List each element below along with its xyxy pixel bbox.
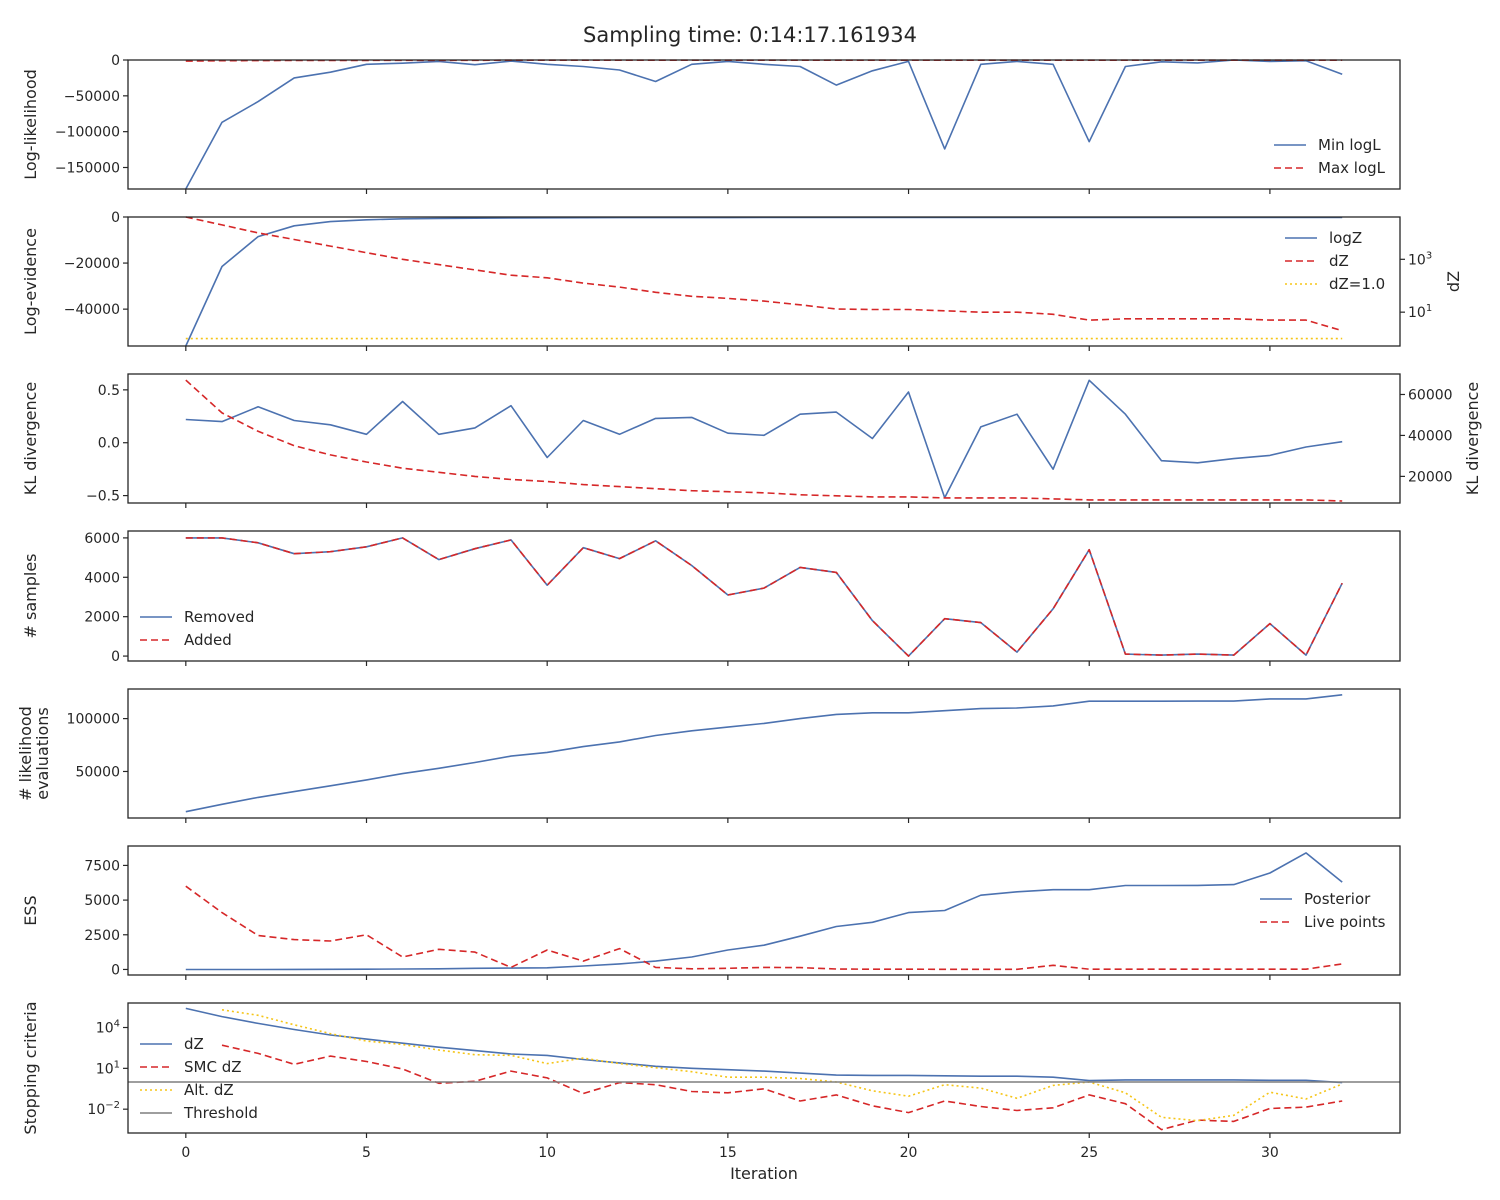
legend-label: dZ <box>184 1035 204 1053</box>
y-tick-label: 6000 <box>84 531 120 547</box>
y-tick-label: −20000 <box>64 256 120 272</box>
x-tick-label: 25 <box>1080 1145 1098 1161</box>
y-axis-label: Stopping criteria <box>21 1001 40 1134</box>
y-tick-label: −0.5 <box>86 489 120 505</box>
legend-label: SMC dZ <box>184 1058 242 1076</box>
right-y-tick-label: 60000 <box>1408 387 1453 403</box>
series-line-posterior <box>185 852 1343 971</box>
legend-label: Added <box>184 631 232 649</box>
y-axis-label: KL divergence <box>21 382 40 495</box>
y-tick-label: 5000 <box>84 893 120 909</box>
series-line-live-points <box>185 885 1343 971</box>
series-line-removed <box>185 537 1343 657</box>
series-line-min-logl <box>185 59 1343 190</box>
y-axis-label: # likelihood <box>16 706 35 801</box>
y-tick-label: 104 <box>96 1019 120 1037</box>
right-y-tick-label: 103 <box>1408 250 1432 268</box>
y-axis-label: # samples <box>21 554 40 639</box>
legend-label: Live points <box>1304 913 1386 931</box>
x-tick-label: 5 <box>362 1145 371 1161</box>
figure-title: Sampling time: 0:14:17.161934 <box>583 23 917 47</box>
axes-frame <box>127 1002 1401 1134</box>
right-y-tick-label: 40000 <box>1408 428 1453 444</box>
y-tick-label: 50000 <box>75 764 120 780</box>
axes-frame <box>127 688 1401 819</box>
right-y-tick-label: 20000 <box>1408 469 1453 485</box>
series-line-added <box>185 537 1343 657</box>
axes-frame <box>127 216 1401 347</box>
legend-label: Min logL <box>1318 136 1381 154</box>
panel-4: 0 2000 4000 6000 # samples Removed Added <box>21 530 1401 666</box>
axes-frame <box>127 845 1401 976</box>
legend-label: Posterior <box>1304 890 1371 908</box>
legend: Removed Added <box>140 608 254 649</box>
y-tick-label: 2000 <box>84 610 120 626</box>
x-tick-label: 30 <box>1261 1145 1279 1161</box>
panel-3: 0.5 0.0 −0.5 20000 40000 60000 KL divergence KL… <box>21 373 1482 508</box>
series-line-dz <box>185 216 1343 332</box>
axes-frame <box>127 373 1401 504</box>
panel-7: 0 5 10 15 20 25 30 104 101 10−2 Stopping criteria d… <box>21 1001 1401 1161</box>
panels: 0 −50000 −100000 −150000 Log-likelihood Min l… <box>16 53 1482 1161</box>
y-tick-label: −50000 <box>64 89 120 105</box>
y-tick-label: 100000 <box>67 712 120 728</box>
y-axis-label: Log-likelihood <box>21 69 40 180</box>
legend-label: dZ=1.0 <box>1329 275 1385 293</box>
y-tick-label: 0.0 <box>98 436 120 452</box>
right-y-axis-label: dZ <box>1444 271 1463 292</box>
series-line-alt-dz <box>221 1009 1343 1122</box>
x-axis-label: Iteration <box>730 1164 798 1183</box>
y-axis-label-line2: evaluations <box>33 707 52 800</box>
legend-label: dZ <box>1329 252 1349 270</box>
series-line-primary <box>185 694 1343 813</box>
panel-6: 0 2500 5000 7500 ESS Posterior Live points <box>21 845 1401 980</box>
series-line-smc-dz <box>221 1044 1343 1131</box>
legend-label: Threshold <box>183 1104 258 1122</box>
legend-label: Alt. dZ <box>184 1081 234 1099</box>
y-tick-label: 0 <box>111 649 120 665</box>
panel-2: 0 −20000 −40000 101 103 Log-evidence dZ logZ dZ d… <box>21 210 1463 351</box>
series-line-logz <box>185 216 1343 347</box>
y-axis-label: ESS <box>21 895 40 925</box>
y-tick-label: 10−2 <box>87 1100 120 1118</box>
panel-1: 0 −50000 −100000 −150000 Log-likelihood Min l… <box>21 53 1401 194</box>
y-tick-label: 7500 <box>84 858 120 874</box>
legend-label: Max logL <box>1318 159 1386 177</box>
x-tick-label: 20 <box>900 1145 918 1161</box>
axes-frame <box>127 59 1401 190</box>
y-tick-label: 0.5 <box>98 383 120 399</box>
legend: Posterior Live points <box>1260 890 1386 931</box>
legend: dZ SMC dZ Alt. dZ Threshold <box>140 1035 258 1122</box>
x-tick-label: 10 <box>538 1145 556 1161</box>
y-tick-label: −40000 <box>64 302 120 318</box>
y-axis-label: Log-evidence <box>21 228 40 335</box>
y-tick-label: 0 <box>111 53 120 69</box>
y-tick-label: 0 <box>111 210 120 226</box>
legend: logZ dZ dZ=1.0 <box>1285 229 1385 293</box>
axes-frame <box>127 530 1401 662</box>
y-tick-label: 4000 <box>84 570 120 586</box>
right-y-axis-label: KL divergence <box>1463 382 1482 495</box>
x-tick-label: 15 <box>719 1145 737 1161</box>
y-tick-label: −100000 <box>55 125 120 141</box>
legend-label: Removed <box>184 608 254 626</box>
series-line-secondary <box>185 379 1343 502</box>
y-tick-label: 2500 <box>84 928 120 944</box>
series-line-dz <box>185 1007 1343 1084</box>
y-tick-label: −150000 <box>55 161 120 177</box>
y-tick-label: 0 <box>111 962 120 978</box>
y-tick-label: 101 <box>96 1059 120 1077</box>
right-y-tick-label: 101 <box>1408 303 1432 321</box>
legend: Min logL Max logL <box>1274 136 1386 177</box>
x-tick-label: 0 <box>181 1145 190 1161</box>
legend-label: logZ <box>1329 229 1362 247</box>
series-line-primary <box>185 379 1343 499</box>
